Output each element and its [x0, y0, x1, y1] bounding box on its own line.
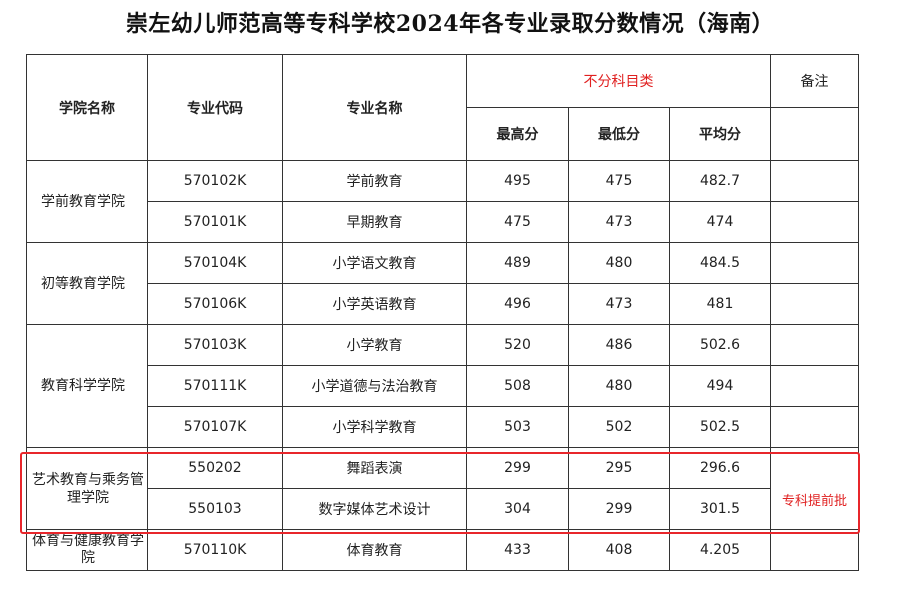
major-cell: 小学科学教育 [282, 406, 467, 448]
min-cell: 473 [568, 201, 670, 243]
min-cell: 295 [568, 447, 670, 489]
major-cell: 小学语文教育 [282, 242, 467, 284]
max-cell: 433 [466, 529, 569, 571]
max-cell: 299 [466, 447, 569, 489]
note-cell [770, 529, 859, 571]
min-cell: 480 [568, 365, 670, 407]
avg-cell: 502.6 [669, 324, 771, 366]
page-title: 崇左幼儿师范高等专科学校2024年各专业录取分数情况（海南） [125, 11, 775, 37]
college-cell: 初等教育学院 [26, 242, 148, 325]
major-cell: 早期教育 [282, 201, 467, 243]
max-cell: 489 [466, 242, 569, 284]
note-cell [770, 324, 859, 366]
max-cell: 496 [466, 283, 569, 325]
min-cell: 502 [568, 406, 670, 448]
note-cell [770, 201, 859, 243]
max-cell: 475 [466, 201, 569, 243]
avg-cell: 494 [669, 365, 771, 407]
college-cell: 艺术教育与乘务管理学院 [26, 447, 148, 530]
avg-cell: 301.5 [669, 488, 771, 530]
note-cell [770, 406, 859, 448]
table-row: 学前教育学院 570102K 学前教育 495 475 482.7 [26, 160, 859, 243]
code-cell: 570110K [147, 529, 283, 571]
max-cell: 495 [466, 160, 569, 202]
avg-cell: 484.5 [669, 242, 771, 284]
code-cell: 550202 [147, 447, 283, 489]
table-row: 570111K 小学道德与法治教育 508 480 494 [27, 365, 859, 407]
header-code: 专业代码 [147, 54, 283, 161]
avg-cell: 482.7 [669, 160, 771, 202]
note-cell [770, 365, 859, 407]
min-cell: 480 [568, 242, 670, 284]
college-cell: 体育与健康教育学院 [26, 529, 148, 571]
table-row: 570107K 小学科学教育 503 502 502.5 [27, 406, 859, 448]
avg-cell: 502.5 [669, 406, 771, 448]
major-cell: 体育教育 [282, 529, 467, 571]
note-early-batch: 专科提前批 [770, 447, 859, 530]
major-cell: 小学英语教育 [282, 283, 467, 325]
header-college: 学院名称 [26, 54, 148, 161]
code-cell: 570111K [147, 365, 283, 407]
code-cell: 570103K [147, 324, 283, 366]
table-row: 教育科学学院 570103K 小学教育 520 486 502.6 [26, 324, 859, 448]
avg-cell: 474 [669, 201, 771, 243]
major-cell: 舞蹈表演 [282, 447, 467, 489]
table-row: 570101K 早期教育 475 473 474 [27, 201, 859, 243]
admission-score-table: 学院名称 专业代码 专业名称 不分科目类 备注 最高分 最低分 平均分 学前教育… [26, 54, 859, 571]
code-cell: 570104K [147, 242, 283, 284]
code-cell: 570101K [147, 201, 283, 243]
code-cell: 570106K [147, 283, 283, 325]
college-cell: 学前教育学院 [26, 160, 148, 243]
table-row: 艺术教育与乘务管理学院 550202 舞蹈表演 299 295 296.6 专科… [26, 447, 859, 530]
max-cell: 520 [466, 324, 569, 366]
header-note: 备注 [770, 54, 859, 108]
header-note-empty [770, 107, 859, 161]
min-cell: 486 [568, 324, 670, 366]
code-cell: 550103 [147, 488, 283, 530]
note-cell [770, 283, 859, 325]
max-cell: 508 [466, 365, 569, 407]
table-row: 570106K 小学英语教育 496 473 481 [27, 283, 859, 325]
major-cell: 数字媒体艺术设计 [282, 488, 467, 530]
college-cell: 教育科学学院 [26, 324, 148, 448]
table-row: 体育与健康教育学院 570110K 体育教育 433 408 4.205 [26, 529, 859, 571]
table-row: 550103 数字媒体艺术设计 304 299 301.5 [27, 488, 859, 530]
max-cell: 503 [466, 406, 569, 448]
major-cell: 小学教育 [282, 324, 467, 366]
min-cell: 475 [568, 160, 670, 202]
min-cell: 408 [568, 529, 670, 571]
major-cell: 学前教育 [282, 160, 467, 202]
code-cell: 570107K [147, 406, 283, 448]
min-cell: 299 [568, 488, 670, 530]
avg-cell: 4.205 [669, 529, 771, 571]
avg-cell: 296.6 [669, 447, 771, 489]
header-min: 最低分 [568, 107, 670, 161]
table-row: 初等教育学院 570104K 小学语文教育 489 480 484.5 [26, 242, 859, 325]
header-category: 不分科目类 [466, 54, 771, 108]
major-cell: 小学道德与法治教育 [282, 365, 467, 407]
header-max: 最高分 [466, 107, 569, 161]
min-cell: 473 [568, 283, 670, 325]
code-cell: 570102K [147, 160, 283, 202]
header-avg: 平均分 [669, 107, 771, 161]
avg-cell: 481 [669, 283, 771, 325]
note-cell [770, 160, 859, 202]
max-cell: 304 [466, 488, 569, 530]
header-major: 专业名称 [282, 54, 467, 161]
note-cell [770, 242, 859, 284]
